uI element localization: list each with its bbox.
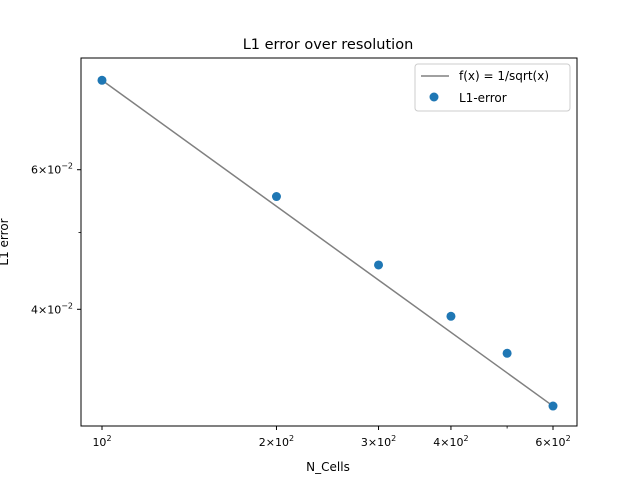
x-tick-label: 6×102 (535, 434, 570, 449)
x-axis: 102 2×102 3×102 4×102 6×102 (92, 426, 571, 449)
plot-frame (80, 57, 578, 427)
chart-title: L1 error over resolution (243, 37, 414, 53)
reference-line (101, 79, 554, 407)
data-point (446, 311, 456, 321)
data-point (502, 348, 512, 358)
y-axis: 4×10−2 6×10−2 (31, 162, 81, 316)
x-tick-label: 3×102 (361, 434, 396, 449)
x-tick-label: 102 (92, 434, 111, 449)
x-tick-label: 2×102 (259, 434, 294, 449)
y-axis-label: L1 error (0, 218, 11, 265)
x-axis-label: N_Cells (306, 460, 350, 474)
y-tick-label: 6×10−2 (31, 162, 73, 177)
data-point (548, 401, 558, 411)
legend-box (414, 63, 571, 112)
legend: f(x) = 1/sqrt(x) L1-error (414, 63, 571, 112)
legend-entry-line: f(x) = 1/sqrt(x) (459, 69, 549, 83)
y-tick-label: 4×10−2 (31, 301, 73, 316)
data-point (97, 75, 107, 85)
data-point (374, 260, 384, 270)
legend-entry-scatter: L1-error (459, 91, 507, 105)
plot-area (81, 58, 577, 426)
x-tick-label: 4×102 (433, 434, 468, 449)
data-point (271, 192, 281, 202)
plot-marks (97, 75, 558, 411)
legend-marker-swatch (429, 92, 439, 102)
